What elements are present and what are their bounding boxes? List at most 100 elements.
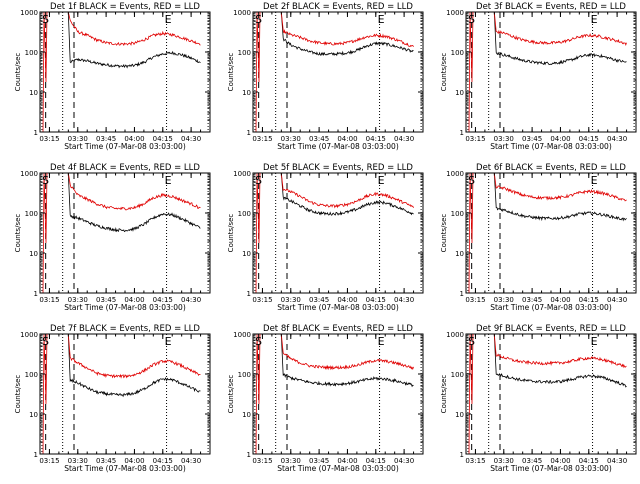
x-tick-label: 04:00: [550, 296, 570, 304]
y-tick-label: 1000: [446, 331, 464, 339]
lld-series-line: [280, 173, 414, 209]
early-spike-line: [468, 334, 474, 454]
annotation-end: E: [591, 13, 598, 26]
x-tick-label: 04:30: [607, 296, 627, 304]
x-tick-label: 03:15: [39, 457, 59, 465]
annotation-end: E: [378, 13, 385, 26]
y-tick-label: 1: [34, 290, 38, 298]
y-tick-label: 1: [247, 451, 251, 459]
x-tick-label: 04:00: [550, 135, 570, 143]
y-tick-label: 1: [460, 290, 464, 298]
x-tick-label: 04:00: [337, 296, 357, 304]
y-tick-label: 10: [29, 250, 38, 258]
x-tick-label: 04:15: [579, 457, 599, 465]
panel-title: Det 6f BLACK = Events, RED = LLD: [476, 163, 626, 173]
plot-frame: [252, 333, 424, 455]
y-tick-label: 1000: [20, 170, 38, 178]
events-series-line: [280, 334, 414, 388]
x-tick-label: 03:45: [309, 135, 329, 143]
events-series-line: [67, 334, 201, 398]
annotation-end: E: [591, 335, 598, 348]
x-tick-label: 03:30: [494, 457, 514, 465]
x-tick-label: 03:45: [96, 135, 116, 143]
panel-title: Det 5f BLACK = Events, RED = LLD: [263, 163, 413, 173]
plot-area: [254, 334, 422, 454]
x-tick-label: 03:30: [68, 457, 88, 465]
y-axis-label: Counts/sec: [440, 375, 448, 414]
x-tick-label: 04:15: [153, 296, 173, 304]
annotation-start: S: [255, 335, 262, 348]
annotation-start: S: [255, 13, 262, 26]
panel-det-1: Det 1f BLACK = Events, RED = LLD 1 10 100 10…: [14, 2, 211, 151]
panel-title: Det 4f BLACK = Events, RED = LLD: [50, 163, 200, 173]
annotation-end: E: [378, 335, 385, 348]
annotation-start: S: [468, 335, 475, 348]
y-tick-label: 10: [242, 411, 251, 419]
x-tick-label: 04:30: [394, 135, 414, 143]
events-series-line: [280, 173, 414, 216]
x-tick-label: 03:45: [96, 296, 116, 304]
x-tick-label: 03:15: [465, 135, 485, 143]
y-tick-label: 1: [34, 451, 38, 459]
y-tick-label: 10: [455, 250, 464, 258]
x-tick-label: 03:15: [465, 296, 485, 304]
annotation-end: E: [165, 13, 172, 26]
annotation-end: E: [591, 174, 598, 187]
x-tick-label: 04:00: [124, 457, 144, 465]
events-series-line: [67, 12, 201, 69]
annotation-end: E: [165, 335, 172, 348]
y-tick-label: 1: [247, 290, 251, 298]
plot-area: [467, 173, 635, 293]
y-tick-label: 10: [29, 89, 38, 97]
annotation-start: S: [42, 335, 49, 348]
y-axis-label: Counts/sec: [440, 214, 448, 253]
y-tick-label: 10: [242, 250, 251, 258]
x-tick-label: 04:30: [607, 135, 627, 143]
plot-frame: [39, 172, 211, 294]
y-tick-label: 100: [238, 371, 251, 379]
panel-title: Det 3f BLACK = Events, RED = LLD: [476, 2, 626, 12]
y-tick-label: 1000: [446, 170, 464, 178]
lld-series-line: [280, 334, 414, 371]
x-tick-label: 03:15: [39, 135, 59, 143]
events-series-line: [493, 334, 627, 388]
x-tick-label: 04:15: [153, 457, 173, 465]
lld-series-line: [280, 12, 414, 47]
x-tick-label: 03:15: [252, 457, 272, 465]
panel-det-3: Det 3f BLACK = Events, RED = LLD 1 10 100 10…: [440, 2, 637, 151]
early-spike-line: [42, 12, 48, 132]
y-tick-label: 1: [460, 129, 464, 137]
y-tick-label: 10: [455, 89, 464, 97]
panel-title: Det 2f BLACK = Events, RED = LLD: [263, 2, 413, 12]
panel-title: Det 8f BLACK = Events, RED = LLD: [263, 324, 413, 334]
x-tick-label: 03:45: [309, 457, 329, 465]
lld-series-line: [67, 173, 201, 211]
x-axis-label: Start Time (07-Mar-08 03:03:00): [490, 303, 612, 312]
plot-frame: [465, 172, 637, 294]
plot-frame: [465, 11, 637, 133]
plot-area: [254, 173, 422, 293]
x-tick-label: 04:30: [181, 296, 201, 304]
x-tick-label: 03:15: [252, 296, 272, 304]
x-tick-label: 04:30: [394, 457, 414, 465]
y-tick-label: 1: [34, 129, 38, 137]
panel-det-5: Det 5f BLACK = Events, RED = LLD 1 10 100 10…: [227, 163, 424, 312]
x-axis-label: Start Time (07-Mar-08 03:03:00): [490, 464, 612, 473]
x-tick-label: 04:00: [124, 135, 144, 143]
panel-det-2: Det 2f BLACK = Events, RED = LLD 1 10 100 10…: [227, 2, 424, 151]
x-axis-label: Start Time (07-Mar-08 03:03:00): [277, 464, 399, 473]
x-tick-label: 03:30: [281, 135, 301, 143]
x-tick-label: 04:15: [579, 135, 599, 143]
y-axis-label: Counts/sec: [227, 214, 235, 253]
y-tick-label: 100: [451, 371, 464, 379]
x-tick-label: 03:30: [68, 135, 88, 143]
plot-frame: [39, 333, 211, 455]
x-tick-label: 04:30: [181, 135, 201, 143]
y-tick-label: 1000: [20, 9, 38, 17]
annotation-start: S: [42, 13, 49, 26]
y-axis-label: Counts/sec: [14, 375, 22, 414]
plot-area: [41, 12, 209, 132]
lld-series-line: [67, 12, 201, 47]
